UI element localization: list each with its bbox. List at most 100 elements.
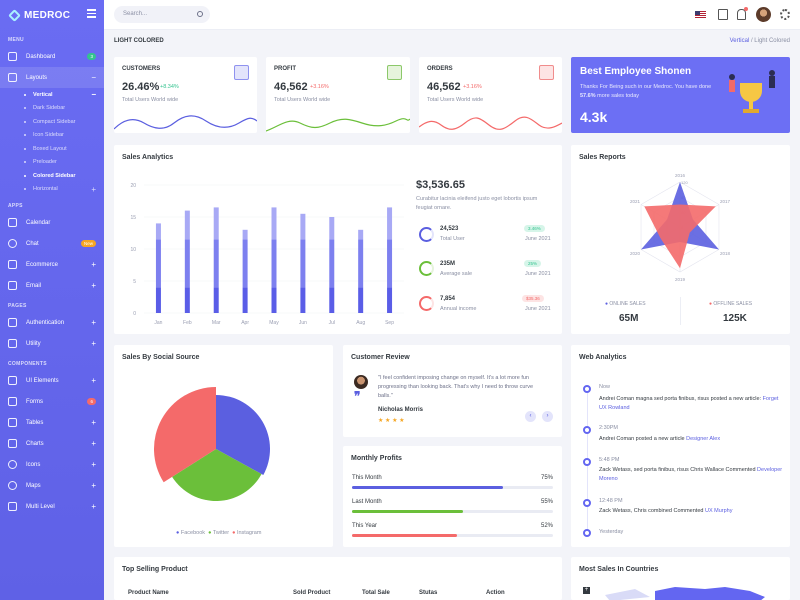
sidebar-item-ecommerce[interactable]: Ecommerce + [0,254,104,275]
sidebar-subitem-preloader[interactable]: Preloader [0,156,104,170]
sidebar-item-label: Ecommerce [26,261,59,268]
stat-card-customers: CUSTOMERS 26.46% +8.34% Total Users Worl… [114,57,257,133]
radar-axis-label: 2017 [720,199,731,204]
sidebar-item-label: Email [26,282,42,289]
sales-analytics-chart: 0 5 10 15 20 Jan Feb Mar Apr May Jun Jul Aug Sep [130,183,404,326]
offline-sales-label: ● OFFLINE SALES [709,301,753,307]
sidebar-item-forms[interactable]: Forms 6 [0,391,104,412]
sales-analytics-card: Sales Analytics 0 5 10 15 20 Jan Feb Mar Apr May J… [114,145,562,334]
y-tick-label: 20 [130,183,136,189]
gear-icon[interactable] [780,9,790,20]
customer-review-card: Customer Review ❞ "I feel confident impo… [343,345,562,437]
timeline-link[interactable]: UX Murphy [704,508,733,514]
sidebar-item-utility[interactable]: Utility + [0,333,104,354]
dashboard-icon [8,52,17,61]
fullscreen-icon[interactable] [718,9,728,20]
sidebar-subitem-colored-sidebar[interactable]: Colored Sidebar [0,169,104,183]
dashboard-badge: 3 [87,53,96,60]
reviewer-avatar [354,375,368,389]
sidebar-subitem-dark-sidebar[interactable]: Dark Sidebar [0,102,104,116]
sidebar-item-ui-elements[interactable]: UI Elements + [0,370,104,391]
search-input[interactable]: Search... [114,6,210,23]
x-tick-label: Jun [299,320,307,326]
radar-axis-label: 2019 [675,277,686,282]
bar-segment [242,239,248,288]
sidebar-item-calendar[interactable]: Calendar [0,212,104,233]
expand-icon: + [91,317,96,327]
collapse-icon: − [91,90,96,100]
review-quote: "I feel confident imposing change on mys… [378,375,534,399]
search-icon[interactable] [197,11,203,17]
bar-segment [242,229,248,240]
timeline-link[interactable]: Developer Moreno [599,467,783,482]
bar-segment [300,287,306,313]
bell-icon[interactable] [737,7,748,20]
sidebar-item-label: Multi Level [26,503,55,510]
radar-axis-label: 2020 [630,251,641,256]
sidebar-item-charts[interactable]: Charts + [0,433,104,454]
online-sales-label: ● ONLINE SALES [605,301,646,307]
legend-twitter: Twitter [212,530,230,536]
timeline-text: Zack Wetass, Chris combined Commented UX… [599,508,733,514]
profit-sparkline [266,118,410,132]
sidebar-item-label: Dashboard [26,53,56,60]
sidebar-subitem-vertical[interactable]: Vertical − [0,88,104,102]
us-flag-icon[interactable] [695,11,706,18]
legend-instagram: Instagram [236,530,262,536]
brand-logo[interactable]: MEDROC [0,0,104,30]
sidebar-subitem-compact-sidebar[interactable]: Compact Sidebar [0,115,104,129]
sidebar-item-email[interactable]: Email + [0,275,104,296]
prev-arrow-icon[interactable]: ‹ [525,411,536,422]
stat-label: ORDERS [427,66,453,72]
timeline-link[interactable]: Designer Alex [686,436,721,442]
avatar[interactable] [756,7,771,22]
sidebar-item-authentication[interactable]: Authentication + [0,312,104,333]
profit-value: 75% [540,475,553,481]
card-title: Customer Review [351,354,410,361]
bar-segment [271,207,277,240]
sidebar-item-label: Icons [26,461,41,468]
progress-ring [419,227,434,242]
sidebar-subitem-horizontal[interactable]: Horizontal + [0,183,104,197]
sidebar-item-dashboard[interactable]: Dashboard 3 [0,46,104,67]
pie-legend: ● Facebook ● Twitter ● Instagram [176,530,262,536]
stat-card-orders: ORDERS 46,562 +3.16% Total Users World w… [419,57,562,133]
stat-sub: Total Users World wide [427,97,484,103]
x-tick-label: Mar [212,320,221,326]
forms-badge: 6 [87,398,96,405]
sales-reports-card: Sales Reports 20162017201820192020202104… [571,145,790,334]
bar-segment [300,213,306,240]
y-tick-label: 15 [130,215,136,221]
y-tick-label: 0 [133,311,136,317]
breadcrumb-parent[interactable]: Vertical [729,38,750,44]
sidebar-item-icons[interactable]: Icons + [0,454,104,475]
best-employee-card: Best Employee Shonen Thanks For Being su… [571,57,790,133]
layouts-icon [8,73,17,82]
sidebar-item-label: Chat [26,240,39,247]
sidebar-subitem-boxed-layout[interactable]: Boxed Layout [0,142,104,156]
timeline-link[interactable]: Forget UX Rowland [599,396,779,411]
sidebar-item-tables[interactable]: Tables + [0,412,104,433]
radar-axis-label: 2018 [720,251,731,256]
table-header: Product Name [128,590,169,596]
email-icon [8,281,17,290]
profit-bar [352,510,553,513]
x-tick-label: May [269,320,279,326]
hamburger-menu-icon[interactable] [87,9,96,20]
sidebar-item-layouts[interactable]: Layouts − [0,67,104,88]
sidebar-item-label: Charts [26,440,44,447]
zoom-in-icon[interactable]: + [583,587,590,594]
bar-segment [300,239,306,288]
sales-item-date: June 2021 [525,236,551,242]
sidebar-item-chat[interactable]: Chat New [0,233,104,254]
search-placeholder: Search... [123,11,148,17]
timeline-time: 12:48 PM [599,498,623,504]
sidebar-item-maps[interactable]: Maps + [0,475,104,496]
next-arrow-icon[interactable]: › [542,411,553,422]
sidebar-subitem-icon-sidebar[interactable]: Icon Sidebar [0,129,104,143]
sales-item-date: June 2021 [525,271,551,277]
expand-icon: + [91,375,96,385]
bar-segment [329,217,335,240]
sidebar-item-multi-level[interactable]: Multi Level + [0,496,104,517]
stat-value: 46,562 [427,81,461,93]
